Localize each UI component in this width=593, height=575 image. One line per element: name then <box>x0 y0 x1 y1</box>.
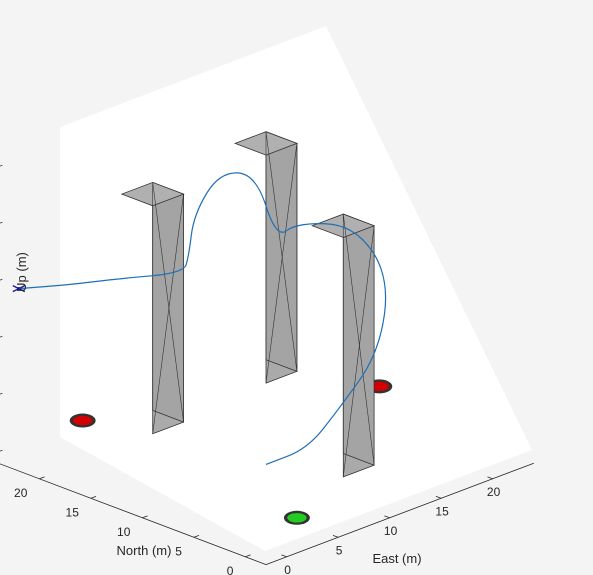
building <box>311 213 376 478</box>
y-tick-mark <box>39 476 45 480</box>
x-tick-mark <box>281 554 287 558</box>
building-mesh-edge <box>342 225 375 477</box>
x-tick-label: 0 <box>284 563 291 575</box>
y-axis-line <box>0 463 267 565</box>
drone-icon <box>12 284 26 293</box>
green-marker-center <box>286 512 308 524</box>
y-tick-mark <box>90 495 97 499</box>
y-tick-label: 0 <box>227 564 234 575</box>
building <box>233 131 299 384</box>
z-tick-mark <box>0 335 3 338</box>
y-tick-mark <box>142 515 148 519</box>
y-tick-label: 10 <box>117 525 131 539</box>
axes-lines <box>0 462 534 565</box>
building-mesh-edge <box>265 143 298 384</box>
building-mesh-edge <box>265 131 298 372</box>
z-axis-label: Up (m) <box>14 252 29 292</box>
y-axis-label: North (m) <box>117 543 172 558</box>
building-mesh-edge <box>152 194 184 434</box>
building <box>120 181 185 435</box>
x-tick-label: 15 <box>435 504 449 518</box>
building-mesh-edge <box>152 182 184 423</box>
z-tick-mark <box>0 278 3 281</box>
x-axis-line <box>265 462 534 565</box>
y-tick-label: 15 <box>66 505 80 519</box>
x-tick-label: 10 <box>384 524 398 538</box>
drone-body <box>17 287 21 291</box>
x-tick-label: 20 <box>487 485 501 499</box>
plot-scene <box>12 131 393 525</box>
y-tick-mark <box>245 554 251 558</box>
x-axis-label: East (m) <box>372 551 421 566</box>
y-tick-label: 20 <box>14 486 28 500</box>
y-tick-mark <box>193 534 200 538</box>
x-tick-mark <box>435 495 442 499</box>
x-tick-mark <box>487 476 493 480</box>
z-tick-mark <box>0 164 3 167</box>
z-tick-mark <box>0 449 3 452</box>
z-tick-mark <box>0 392 3 395</box>
x-tick-mark <box>384 515 390 519</box>
z-tick-mark <box>0 221 3 224</box>
x-tick-label: 5 <box>336 543 343 557</box>
x-tick-mark <box>332 534 339 538</box>
red-marker-center <box>72 415 93 426</box>
y-tick-label: 5 <box>175 544 182 558</box>
flight-trajectory <box>18 172 387 465</box>
building-mesh-edge <box>342 214 375 466</box>
